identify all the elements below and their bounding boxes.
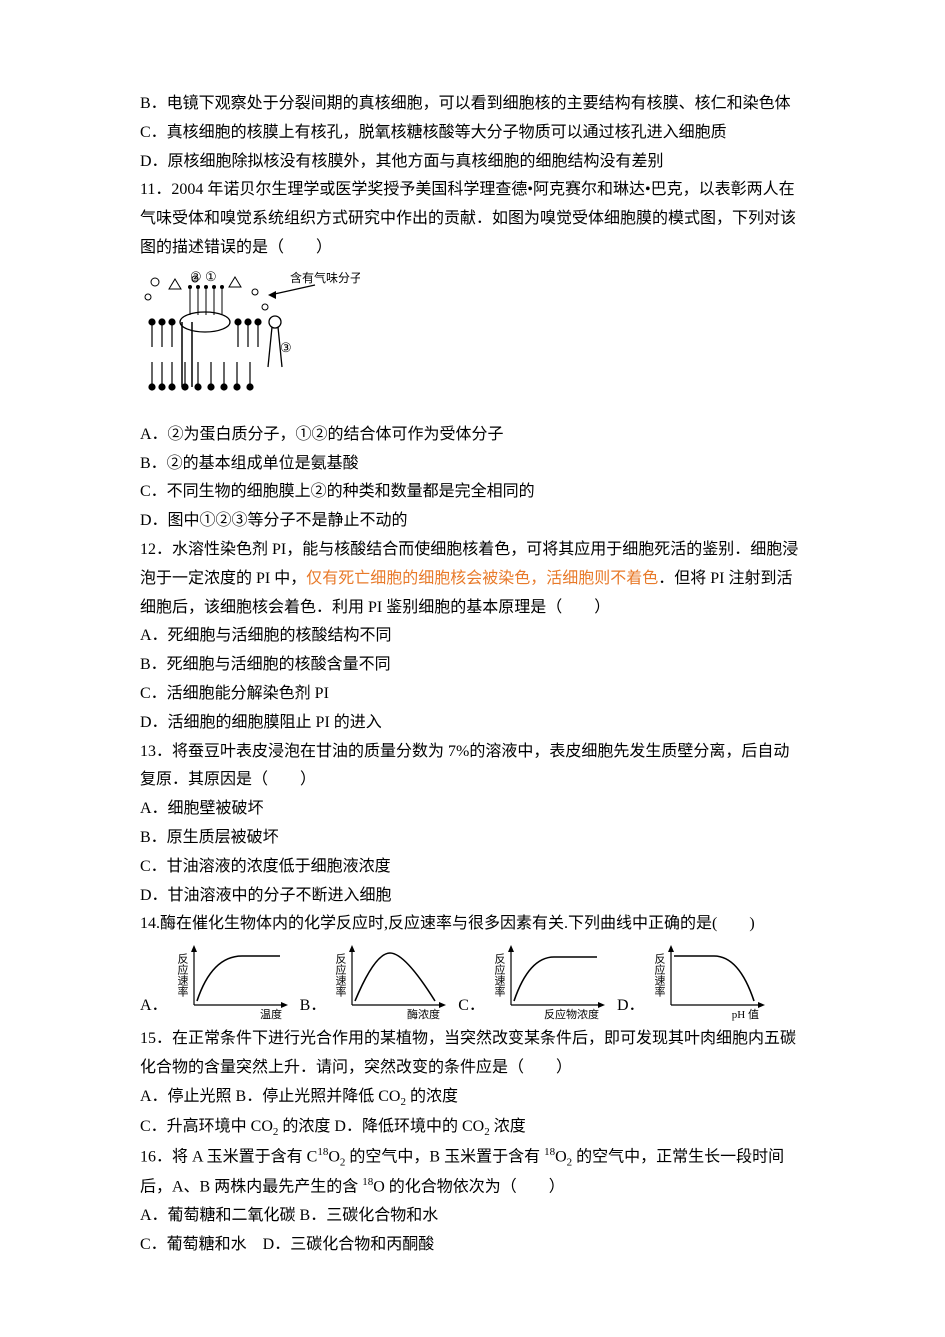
q11-opt-d: D．图中①②③等分子不是静止不动的 xyxy=(140,507,805,536)
q13-stem: 13．将蚕豆叶表皮浸泡在甘油的质量分数为 7%的溶液中，表皮细胞先发生质壁分离，… xyxy=(140,738,805,796)
marker-3: ③ xyxy=(280,340,292,355)
q14-chart-d: D． 反应速率 pH 值 xyxy=(617,941,769,1021)
chart-a-ylabel: 反应速率 xyxy=(176,953,189,998)
membrane-diagram-svg: 含有气味分子的空气 ① ② ③ xyxy=(140,267,360,417)
q16-stem-b: 的空气中，B 玉米置于含有 xyxy=(345,1148,544,1165)
q15-c-tail2: 浓度 xyxy=(490,1118,526,1135)
q12-opt-c: C．活细胞能分解染色剂 PI xyxy=(140,680,805,709)
q10-opt-d: D．原核细胞除拟核没有核膜外，其他方面与真核细胞的细胞结构没有差别 xyxy=(140,148,805,177)
q13-opt-c: C．甘油溶液的浓度低于细胞液浓度 xyxy=(140,853,805,882)
q13-opt-d: D．甘油溶液中的分子不断进入细胞 xyxy=(140,882,805,911)
q13-opt-a: A．细胞壁被破坏 xyxy=(140,795,805,824)
q14-stem: 14.酶在催化生物体内的化学反应时,反应速率与很多因素有关.下列曲线中正确的是(… xyxy=(140,910,805,939)
q11-diagram: 含有气味分子的空气 ① ② ③ xyxy=(140,267,360,417)
q16-stem-d: 的化合物依次为（ ） xyxy=(385,1178,565,1195)
diagram-air-label: 含有气味分子的空气 xyxy=(290,270,360,285)
marker-2: ② xyxy=(190,269,202,284)
chart-a-label: A． xyxy=(140,992,168,1021)
q12-stem: 12．水溶性染色剂 PI，能与核酸结合而使细胞核着色，可将其应用于细胞死活的鉴别… xyxy=(140,536,805,622)
q14-chart-c: C． 反应速率 反应物浓度 xyxy=(458,941,609,1021)
q12-stem-orange: 仅有死亡细胞的细胞核会被染色，活细胞则不着色 xyxy=(306,570,658,587)
q12-opt-a: A．死细胞与活细胞的核酸结构不同 xyxy=(140,622,805,651)
chart-b-xlabel: 酶浓度 xyxy=(407,1007,440,1021)
q14-chart-a: A． 反应速率 温度 xyxy=(140,941,292,1021)
chart-d-label: D． xyxy=(617,992,645,1021)
q14-chart-row: A． 反应速率 温度 B． 反应速率 酶浓度 xyxy=(140,941,805,1021)
marker-1: ① xyxy=(205,269,217,284)
q12-opt-b: B．死细胞与活细胞的核酸含量不同 xyxy=(140,651,805,680)
q12-opt-d: D．活细胞的细胞膜阻止 PI 的进入 xyxy=(140,709,805,738)
q16-opt-cd: C．葡萄糖和水 D．三碳化合物和丙酮酸 xyxy=(140,1231,805,1260)
q11-stem: 11．2004 年诺贝尔生理学或医学奖授予美国科学理查德•阿克赛尔和琳达•巴克，… xyxy=(140,176,805,262)
q11-opt-b: B．②的基本组成单位是氨基酸 xyxy=(140,450,805,479)
q11-opt-c: C．不同生物的细胞膜上②的种类和数量都是完全相同的 xyxy=(140,478,805,507)
chart-c-ylabel: 反应速率 xyxy=(493,953,506,998)
q16-opt-ab: A．葡萄糖和二氧化碳 B．三碳化合物和水 xyxy=(140,1202,805,1231)
q15-c-tail: 的浓度 D．降低环境中的 CO xyxy=(278,1118,484,1135)
q10-opt-c: C．真核细胞的核膜上有核孔，脱氧核糖核酸等大分子物质可以通过核孔进入细胞质 xyxy=(140,119,805,148)
chart-d-xlabel: pH 值 xyxy=(731,1008,758,1021)
chart-d-ylabel: 反应速率 xyxy=(653,953,666,998)
q16-stem-a: 16．将 A 玉米置于含有 C xyxy=(140,1148,317,1165)
q14-chart-b: B． 反应速率 酶浓度 xyxy=(300,941,451,1021)
chart-a-xlabel: 温度 xyxy=(260,1007,282,1021)
chart-b-ylabel: 反应速率 xyxy=(334,953,347,998)
q15-opt-ab: A．停止光照 B．停止光照并降低 CO2 的浓度 xyxy=(140,1083,805,1113)
q15-a-text: A．停止光照 B．停止光照并降低 CO xyxy=(140,1088,400,1105)
q15-stem: 15．在正常条件下进行光合作用的某植物，当突然改变某条件后，即可发现其叶肉细胞内… xyxy=(140,1025,805,1083)
q13-opt-b: B．原生质层被破坏 xyxy=(140,824,805,853)
q15-a-tail: 的浓度 xyxy=(406,1088,458,1105)
chart-c-label: C． xyxy=(458,992,485,1021)
q15-c-text: C．升高环境中 CO xyxy=(140,1118,273,1135)
q15-opt-cd: C．升高环境中 CO2 的浓度 D．降低环境中的 CO2 浓度 xyxy=(140,1113,805,1143)
chart-c-xlabel: 反应物浓度 xyxy=(544,1007,599,1021)
q11-opt-a: A．②为蛋白质分子，①②的结合体可作为受体分子 xyxy=(140,421,805,450)
q10-opt-b: B．电镜下观察处于分裂间期的真核细胞，可以看到细胞核的主要结构有核膜、核仁和染色… xyxy=(140,90,805,119)
chart-b-label: B． xyxy=(300,992,327,1021)
q16-stem: 16．将 A 玉米置于含有 C18O2 的空气中，B 玉米置于含有 18O2 的… xyxy=(140,1143,805,1202)
